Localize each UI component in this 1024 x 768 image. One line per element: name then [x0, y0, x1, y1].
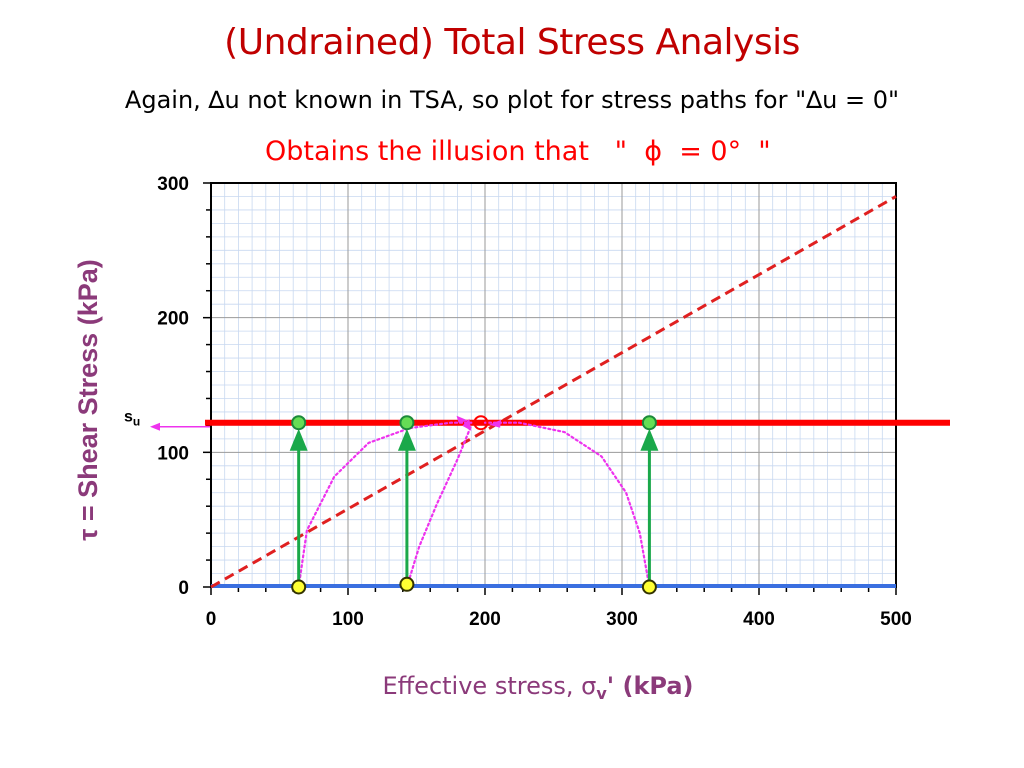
- x-tick-label: 400: [743, 609, 775, 630]
- x-tick-label: 300: [606, 609, 638, 630]
- grid: [211, 183, 896, 587]
- x-tick-label: 500: [880, 609, 912, 630]
- data-point-1: [291, 579, 307, 595]
- data-point-7: [473, 415, 489, 431]
- x-axis-label-sub: v: [596, 684, 607, 703]
- stress-path-head-3: [489, 419, 502, 428]
- y-tick-label: 0: [178, 578, 189, 599]
- x-axis-label-main: Effective stress,: [382, 672, 581, 700]
- y-axis-label: τ = Shear Stress (kPa): [73, 259, 103, 540]
- illusion-note: Obtains the illusion that " ϕ = 0° ": [265, 136, 771, 167]
- axis-labels: su Effective stress, σv' (kPa) τ = Shear S…: [73, 259, 694, 703]
- x-axis-label: Effective stress, σv' (kPa): [382, 672, 693, 703]
- data-point-5: [399, 415, 415, 431]
- slide-subtitle: Again, ∆u not known in TSA, so plot for …: [124, 86, 900, 114]
- failure-envelope-line: [210, 195, 897, 589]
- slide-title: (Undrained) Total Stress Analysis: [224, 22, 800, 63]
- y-tick-label: 300: [157, 174, 189, 195]
- data-point-2: [399, 576, 415, 592]
- tick-labels: 0 100 200 300 400 500 0 100 200 300: [157, 174, 912, 630]
- y-tick-label: 200: [157, 309, 189, 330]
- stress-path-3: [483, 421, 651, 589]
- stress-arrow-head-2: [397, 428, 416, 451]
- x-axis-label-tail: ' (kPa): [607, 672, 694, 700]
- stress-path-head-1: [456, 415, 469, 423]
- x-tick-label: 100: [332, 609, 364, 630]
- su-label: su: [124, 409, 140, 429]
- y-tick-label: 100: [157, 443, 189, 464]
- su-label-main: s: [124, 409, 133, 426]
- x-tick-label: 200: [469, 609, 501, 630]
- stress-arrow-head-3: [640, 428, 659, 451]
- x-axis-label-symbol: σ: [581, 672, 596, 700]
- x-tick-label: 0: [206, 609, 217, 630]
- stress-path-2: [405, 424, 473, 589]
- data-point-3: [641, 579, 657, 595]
- su-pointer-head: [150, 422, 160, 431]
- data-point-4: [291, 415, 307, 431]
- data-point-6: [641, 415, 657, 431]
- stress-arrow-head-1: [289, 428, 308, 451]
- stress-path-1: [297, 421, 473, 589]
- stress-path-head-2: [462, 418, 472, 431]
- series: [150, 195, 950, 595]
- su-label-sub: u: [133, 415, 140, 429]
